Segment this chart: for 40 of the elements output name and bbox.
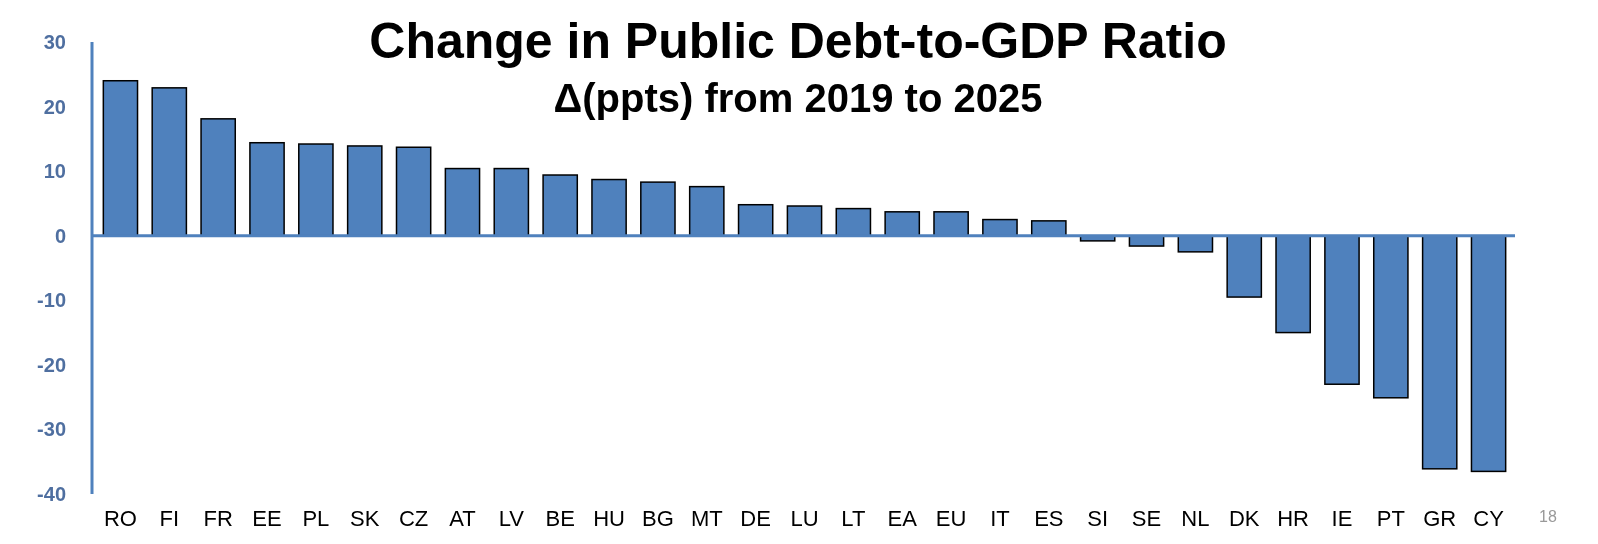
x-tick-label: IE — [1331, 506, 1353, 531]
x-tick-label: EA — [887, 506, 918, 531]
x-tick-label: HR — [1277, 506, 1310, 531]
x-tick-label: HU — [593, 506, 625, 531]
x-tick-label: SE — [1131, 506, 1162, 531]
y-tick-label: -10 — [37, 289, 66, 312]
x-tick-label: LV — [498, 506, 525, 531]
x-tick-label: PT — [1376, 506, 1405, 531]
y-tick-label: -40 — [37, 483, 66, 505]
x-tick-label: DE — [740, 506, 771, 531]
x-tick-label: FR — [203, 506, 233, 531]
x-tick-label: FI — [159, 506, 180, 531]
x-tick-label: NL — [1181, 506, 1210, 531]
x-tick-label: GR — [1423, 506, 1457, 531]
y-tick-label: 20 — [43, 95, 66, 118]
x-tick-label: IT — [990, 506, 1010, 531]
x-tick-label: EU — [935, 506, 967, 531]
x-tick-label: DK — [1228, 506, 1260, 531]
x-tick-label: LU — [790, 506, 819, 531]
x-tick-label: PL — [302, 506, 330, 531]
x-tick-label: MT — [690, 506, 723, 531]
y-tick-label: 10 — [43, 160, 66, 183]
x-tick-label: LT — [841, 506, 866, 531]
y-tick-label: 0 — [54, 224, 66, 247]
x-tick-label: RO — [103, 506, 137, 531]
text: Δ(ppts) from 2019 to 2025 — [553, 76, 1043, 120]
x-tick-label: BG — [642, 506, 674, 531]
x-tick-label: EE — [252, 506, 282, 531]
y-tick-label: 30 — [43, 31, 66, 53]
text: 18 — [1539, 508, 1557, 525]
x-tick-label: CY — [1473, 506, 1505, 531]
y-tick-label: -30 — [37, 418, 66, 441]
x-tick-label: AT — [449, 506, 476, 531]
x-tick-label: ES — [1034, 506, 1064, 531]
x-tick-label: CZ — [398, 506, 429, 531]
x-tick-label: SK — [350, 506, 380, 531]
x-tick-label: BE — [545, 506, 575, 531]
x-tick-label: SI — [1087, 506, 1109, 531]
y-tick-label: -20 — [37, 353, 66, 376]
chart-title: Change in Public Debt-to-GDP Ratio — [369, 13, 1227, 69]
